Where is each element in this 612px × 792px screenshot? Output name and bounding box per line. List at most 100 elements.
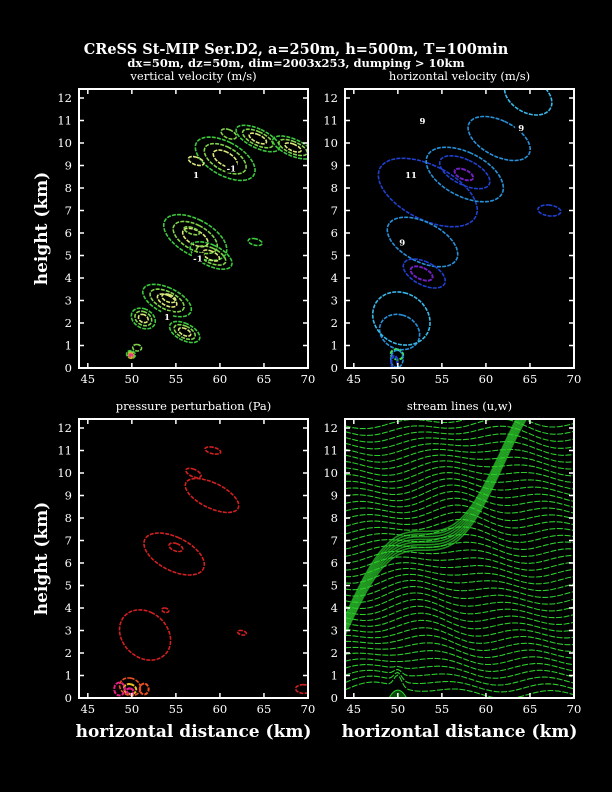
panel-title: stream lines (u,w): [407, 399, 512, 413]
contour-line: [137, 313, 149, 324]
x-axis-label: horizontal distance (km): [342, 722, 578, 742]
y-tick-label: 7: [331, 204, 338, 218]
x-tick-label: 50: [125, 702, 140, 716]
x-tick-label: 70: [301, 372, 316, 386]
contour-label: 9: [399, 239, 405, 249]
contour-line: [185, 467, 202, 479]
y-tick-label: 3: [331, 624, 338, 638]
stream-band: [345, 419, 528, 636]
stream-line: [345, 605, 574, 625]
y-tick-label: 3: [65, 294, 72, 308]
x-tick-label: 65: [523, 372, 538, 386]
contour-line: [236, 629, 248, 636]
stream-line: [345, 612, 574, 632]
contour-line: [173, 323, 196, 341]
contour-line: [425, 146, 505, 203]
plot-area: [345, 419, 574, 698]
contour-label: 1: [164, 313, 170, 323]
stream-band: [345, 419, 525, 630]
stream-line: [345, 573, 574, 592]
contour-line: [161, 293, 177, 304]
y-tick-label: 0: [331, 361, 338, 375]
y-tick-label: 1: [65, 339, 72, 353]
y-tick-label: 4: [65, 271, 72, 285]
contour-line: [143, 532, 206, 576]
y-axis-label: height (km): [32, 502, 52, 616]
y-tick-label: 10: [323, 136, 338, 150]
y-tick-label: 5: [331, 249, 338, 263]
x-tick-label: 55: [169, 372, 184, 386]
stream-line: [345, 478, 574, 496]
contour-label-bg: [190, 169, 203, 180]
contour-label-bg: [396, 237, 409, 247]
y-tick-label: 1: [331, 339, 338, 353]
stream-line: [345, 585, 574, 605]
y-tick-label: 0: [65, 691, 72, 705]
contour-line: [241, 128, 274, 149]
contour-line: [177, 326, 192, 338]
stream-line: [345, 664, 574, 679]
x-tick-label: 60: [213, 702, 228, 716]
y-tick-label: 10: [57, 136, 72, 150]
contour-line: [123, 683, 138, 695]
contour-label: 9: [518, 124, 524, 134]
x-tick-label: 55: [435, 372, 450, 386]
y-tick-label: 2: [65, 316, 72, 330]
contour-line: [184, 477, 240, 514]
x-tick-label: 65: [257, 372, 272, 386]
stream-line: [345, 592, 574, 612]
y-tick-label: 9: [65, 159, 72, 173]
y-tick-label: 6: [65, 226, 72, 240]
contour-line: [195, 245, 227, 266]
panel-frame: [344, 418, 575, 699]
contour-line: [138, 682, 150, 696]
stream-line: [345, 454, 574, 470]
x-tick-label: 60: [479, 372, 494, 386]
x-tick-label: 45: [80, 702, 95, 716]
contour-label-bg: [225, 162, 238, 173]
contour-line: [161, 607, 170, 614]
y-tick-label: 12: [57, 421, 72, 435]
contour-line: [162, 213, 228, 262]
x-tick-label: 45: [346, 702, 361, 716]
y-tick-label: 0: [331, 691, 338, 705]
contour-line: [204, 446, 222, 455]
contour-label: 9: [420, 117, 426, 127]
stream-line: [345, 619, 574, 639]
y-tick-label: 9: [65, 489, 72, 503]
y-tick-label: 6: [331, 226, 338, 240]
y-tick-label: 8: [331, 511, 338, 525]
contour-label-bg: [515, 122, 528, 133]
y-tick-label: 11: [323, 444, 338, 458]
contour-line: [467, 115, 532, 162]
y-tick-label: 1: [331, 669, 338, 683]
y-tick-label: 8: [331, 181, 338, 195]
stream-line: [345, 419, 574, 436]
contour-line: [212, 149, 238, 169]
y-tick-label: 12: [57, 91, 72, 105]
x-tick-label: 50: [391, 702, 406, 716]
contour-line: [389, 354, 399, 368]
contour-line: [371, 291, 431, 346]
y-tick-label: 9: [331, 489, 338, 503]
contour-line: [168, 320, 201, 344]
y-tick-label: 5: [65, 249, 72, 263]
contour-line: [537, 204, 562, 217]
stream-line: [345, 448, 574, 463]
contour-line: [187, 155, 205, 167]
contour-line: [172, 220, 219, 255]
panel-3: pressure perturbation (Pa)45 50 55 60 65 7001…: [32, 399, 315, 742]
contour-line: [409, 265, 434, 282]
y-tick-label: 6: [65, 556, 72, 570]
stream-line: [345, 504, 574, 522]
plot-area: [125, 124, 308, 360]
y-tick-label: 4: [331, 601, 338, 615]
stream-band: [345, 419, 523, 628]
x-axis-label: horizontal distance (km): [76, 722, 312, 742]
contour-line: [220, 128, 238, 140]
contour-line: [438, 154, 491, 190]
stream-line: [345, 466, 574, 484]
y-tick-label: 1: [65, 669, 72, 683]
